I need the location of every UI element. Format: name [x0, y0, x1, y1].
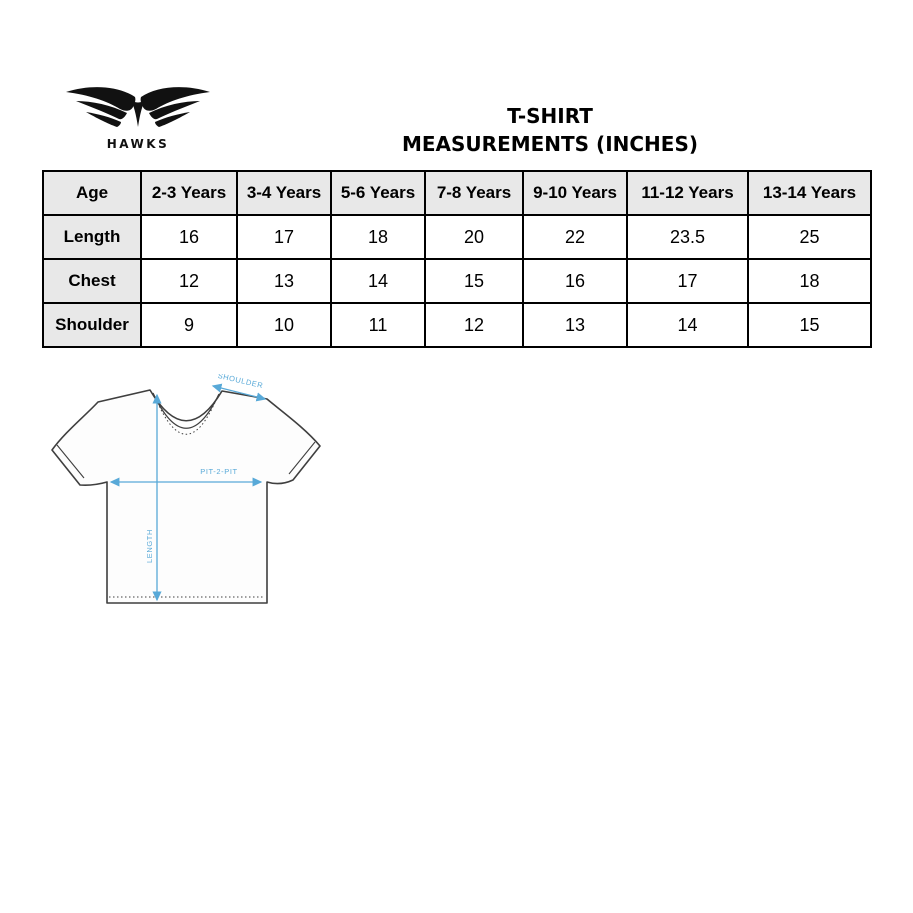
- measurement-cell: 22: [522, 214, 628, 260]
- collar-stitch-line: [155, 398, 217, 435]
- measurement-cell: 17: [236, 214, 332, 260]
- length-label: LENGTH: [145, 529, 154, 563]
- row-label: Length: [42, 214, 142, 260]
- measurement-cell: 10: [236, 302, 332, 348]
- measurement-cell: 9: [140, 302, 238, 348]
- measurement-cell: 23.5: [626, 214, 749, 260]
- left-cuff-line: [56, 444, 85, 479]
- measurements-table: Age 2-3 Years 3-4 Years 5-6 Years 7-8 Ye…: [42, 170, 872, 348]
- measurement-cell: 14: [626, 302, 749, 348]
- table-row-chest: Chest 12 13 14 15 16 17 18: [42, 258, 872, 304]
- measurement-cell: 11: [330, 302, 426, 348]
- row-label: Chest: [42, 258, 142, 304]
- shoulder-arrow: [211, 383, 267, 402]
- table-row-length: Length 16 17 18 20 22 23.5 25: [42, 214, 872, 260]
- measurement-cell: 25: [747, 214, 872, 260]
- column-header: 5-6 Years: [330, 170, 426, 216]
- measurement-cell: 12: [424, 302, 524, 348]
- age-corner-cell: Age: [42, 170, 142, 216]
- measurement-cell: 13: [522, 302, 628, 348]
- measurement-cell: 15: [747, 302, 872, 348]
- page-title: T-SHIRT MEASUREMENTS (INCHES): [340, 102, 760, 158]
- column-header: 11-12 Years: [626, 170, 749, 216]
- measurement-cell: 18: [330, 214, 426, 260]
- measurement-cell: 16: [522, 258, 628, 304]
- pit-to-pit-label: PIT-2-PIT: [200, 467, 238, 476]
- measurement-cell: 16: [140, 214, 238, 260]
- tshirt-outline-icon: LENGTH PIT-2-PIT SHOULDER: [51, 371, 321, 604]
- column-header: 2-3 Years: [140, 170, 238, 216]
- column-header: 7-8 Years: [424, 170, 524, 216]
- right-cuff-line: [288, 441, 316, 475]
- brand-logo: HAWKS: [60, 84, 216, 151]
- measurement-cell: 20: [424, 214, 524, 260]
- measurement-cell: 18: [747, 258, 872, 304]
- tshirt-body-shape: [51, 389, 321, 604]
- column-header: 9-10 Years: [522, 170, 628, 216]
- title-line-2: MEASUREMENTS (INCHES): [401, 132, 698, 156]
- measurement-cell: 17: [626, 258, 749, 304]
- measurement-cell: 12: [140, 258, 238, 304]
- measurement-cell: 14: [330, 258, 426, 304]
- table-row-shoulder: Shoulder 9 10 11 12 13 14 15: [42, 302, 872, 348]
- measurement-cell: 13: [236, 258, 332, 304]
- title-line-1: T-SHIRT: [507, 104, 593, 128]
- measurement-cell: 15: [424, 258, 524, 304]
- tshirt-diagram: LENGTH PIT-2-PIT SHOULDER: [35, 371, 335, 624]
- shoulder-label: SHOULDER: [217, 374, 264, 390]
- hawk-wings-icon: [66, 87, 210, 127]
- row-label: Shoulder: [42, 302, 142, 348]
- table-header-row: Age 2-3 Years 3-4 Years 5-6 Years 7-8 Ye…: [42, 170, 872, 216]
- brand-name: HAWKS: [106, 137, 170, 151]
- column-header: 13-14 Years: [747, 170, 872, 216]
- column-header: 3-4 Years: [236, 170, 332, 216]
